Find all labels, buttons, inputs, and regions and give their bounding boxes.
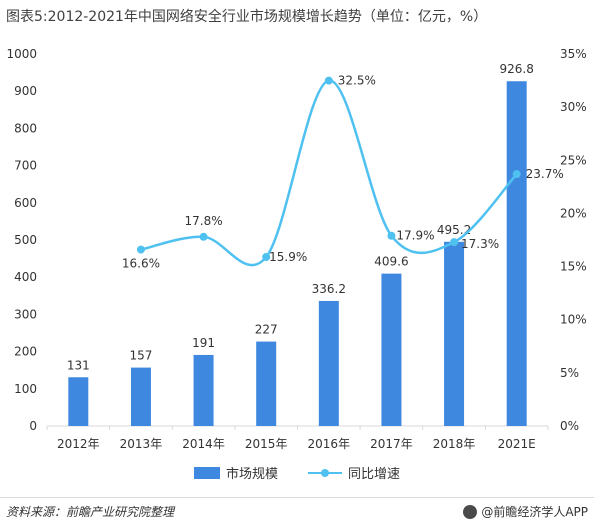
bar-value-label: 409.6 [374,255,408,269]
y-left-tick-label: 900 [14,84,37,98]
growth-point [512,170,521,179]
bar-value-label: 227 [255,323,278,337]
y-right-tick-label: 35% [560,47,587,61]
bar-value-label: 926.8 [500,62,534,76]
x-tick-label: 2014年 [182,437,225,451]
bar [193,354,214,426]
growth-value-label: 17.9% [396,229,434,243]
chart-title: 图表5:2012-2021年中国网络安全行业市场规模增长趋势（单位：亿元，%） [6,9,488,25]
x-tick-label: 2016年 [308,437,351,451]
growth-point [387,231,396,240]
brand-text: @前瞻经济学人APP [481,505,588,519]
growth-point [136,245,145,254]
bar [256,341,277,426]
bar-value-label: 336.2 [312,282,346,296]
y-left-tick-label: 800 [14,121,37,135]
source-note: 资料来源：前瞻产业研究院整理 [6,505,175,519]
y-right-tick-label: 25% [560,153,587,167]
y-right-tick-label: 30% [560,100,587,114]
y-left-tick-label: 100 [14,382,37,396]
y-left-tick-label: 400 [14,270,37,284]
x-tick-label: 2017年 [370,437,413,451]
bar-value-label: 157 [129,349,152,363]
x-tick-label: 2018年 [433,437,476,451]
y-left-tick-label: 300 [14,307,37,321]
growth-value-label: 15.9% [269,250,307,264]
y-right-tick-label: 5% [560,366,579,380]
growth-value-label: 32.5% [338,74,376,88]
x-tick-label: 2013年 [120,437,163,451]
chart-plot: 0 100 200 300 400 500 600 700 800 900 1000 0% 5% 10% 1… [6,47,587,451]
y-left-tick-label: 500 [14,233,37,247]
growth-point [262,253,271,262]
y-right-tick-label: 10% [560,313,587,327]
x-tick-label: 2021E [498,437,536,451]
growth-value-label: 16.6% [122,257,160,271]
bar [130,367,151,426]
growth-point [324,76,333,85]
growth-value-label: 23.7% [526,167,564,181]
growth-point [199,232,208,241]
bar [318,300,339,426]
growth-point [450,238,459,247]
y-right-tick-label: 15% [560,260,587,274]
bar-value-label: 131 [67,358,90,372]
legend-line-swatch [308,467,342,479]
brand-logo-icon [463,504,478,519]
footer-divider [0,497,594,498]
legend-line-label: 同比增速 [348,467,401,482]
growth-value-label: 17.8% [185,214,223,228]
bar-value-label: 191 [192,336,215,350]
growth-value-label: 17.3% [461,237,499,251]
y-left-tick-label: 700 [14,159,37,173]
x-tick-label: 2015年 [245,437,288,451]
legend-item-line: 同比增速 [308,463,400,482]
legend-bar-swatch [193,466,220,479]
bar [381,273,402,426]
legend-item-bar: 市场规模 [193,463,278,482]
y-left-tick-label: 0 [29,419,37,433]
bar [506,81,527,426]
brand-credit: @前瞻经济学人APP [463,503,588,520]
chart-legend: 市场规模 同比增速 [0,463,594,482]
legend-bar-label: 市场规模 [225,467,278,482]
bar [68,377,89,426]
x-tick-label: 2012年 [57,437,100,451]
bar-value-label: 495.2 [437,223,471,237]
y-left-tick-label: 200 [14,345,37,359]
y-right-tick-label: 0% [560,419,579,433]
y-right-tick-label: 20% [560,206,587,220]
bar [444,241,465,426]
y-left-tick-label: 600 [14,196,37,210]
y-left-tick-label: 1000 [6,47,37,61]
